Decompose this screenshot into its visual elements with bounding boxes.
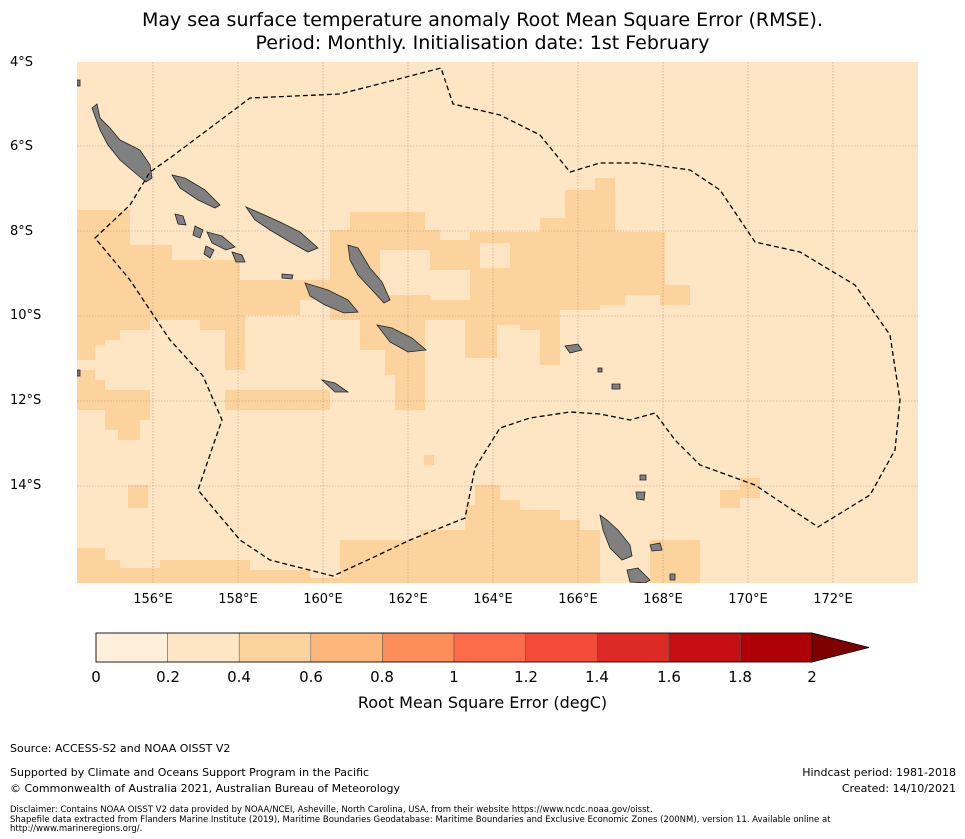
lon-label-168e: 168°E bbox=[643, 592, 683, 607]
colorbar-tick: 1.8 bbox=[728, 668, 752, 686]
copyright-text: © Commonwealth of Australia 2021, Austra… bbox=[10, 782, 400, 795]
lat-label-14s: 14°S bbox=[10, 478, 42, 493]
eez-boundaries bbox=[94, 67, 901, 577]
lon-label-156e: 156°E bbox=[133, 592, 173, 607]
colorbar-segment bbox=[525, 632, 598, 663]
lon-label-170e: 170°E bbox=[728, 592, 768, 607]
colorbar-tick: 0.2 bbox=[156, 668, 180, 686]
colorbar-outline bbox=[95, 632, 813, 663]
map-subtitle: Period: Monthly. Initialisation date: 1s… bbox=[255, 32, 710, 54]
colorbar-segment bbox=[310, 632, 383, 663]
colorbar-tick: 0.6 bbox=[299, 668, 323, 686]
lon-label-160e: 160°E bbox=[303, 592, 343, 607]
map-title: May sea surface temperature anomaly Root… bbox=[141, 9, 824, 31]
colorbar-tick: 2 bbox=[807, 668, 817, 686]
lat-label-10s: 10°S bbox=[10, 308, 42, 323]
colorbar-segment bbox=[596, 632, 670, 663]
colorbar-tick: 0 bbox=[91, 668, 101, 686]
colorbar-segment bbox=[167, 632, 240, 663]
rmse-pockets-lower bbox=[105, 243, 510, 380]
lat-label-4s: 4°S bbox=[10, 55, 34, 70]
land-masses bbox=[77, 79, 676, 583]
lon-label-158e: 158°E bbox=[218, 592, 258, 607]
colorbar bbox=[95, 632, 870, 663]
colorbar-tick: 0.8 bbox=[370, 668, 394, 686]
colorbar-segment bbox=[453, 632, 526, 663]
lat-label-6s: 6°S bbox=[10, 139, 34, 154]
disclaimer-line-2: Shapefile data extracted from Flanders M… bbox=[10, 814, 831, 834]
colorbar-segment bbox=[238, 632, 312, 663]
source-text: Source: ACCESS-S2 and NOAA OISST V2 bbox=[10, 742, 231, 755]
disclaimer: Disclaimer: Contains NOAA OISST V2 data … bbox=[10, 805, 955, 835]
colorbar-segment bbox=[668, 632, 741, 663]
colorbar-tick: 1.2 bbox=[514, 668, 538, 686]
disclaimer-line-1: Disclaimer: Contains NOAA OISST V2 data … bbox=[10, 805, 653, 815]
colorbar-tick: 1 bbox=[449, 668, 459, 686]
graticule bbox=[77, 62, 918, 583]
lon-label-166e: 166°E bbox=[558, 592, 598, 607]
created-text: Created: 14/10/2021 bbox=[841, 782, 956, 795]
colorbar-extend-arrow bbox=[811, 632, 870, 663]
colorbar-tick: 0.4 bbox=[227, 668, 251, 686]
colorbar-segment bbox=[740, 632, 813, 663]
lon-label-162e: 162°E bbox=[388, 592, 428, 607]
supported-text: Supported by Climate and Oceans Support … bbox=[10, 766, 370, 779]
lon-label-172e: 172°E bbox=[813, 592, 853, 607]
lon-label-164e: 164°E bbox=[473, 592, 513, 607]
colorbar-tick: 1.6 bbox=[657, 668, 681, 686]
colorbar-segment bbox=[382, 632, 455, 663]
colorbar-tick: 1.4 bbox=[585, 668, 609, 686]
hindcast-text: Hindcast period: 1981-2018 bbox=[802, 766, 956, 779]
colorbar-label: Root Mean Square Error (degC) bbox=[357, 693, 608, 712]
lat-label-12s: 12°S bbox=[10, 393, 42, 408]
map-panel bbox=[77, 62, 918, 583]
lat-label-8s: 8°S bbox=[10, 224, 34, 239]
colorbar-segment bbox=[95, 632, 168, 663]
